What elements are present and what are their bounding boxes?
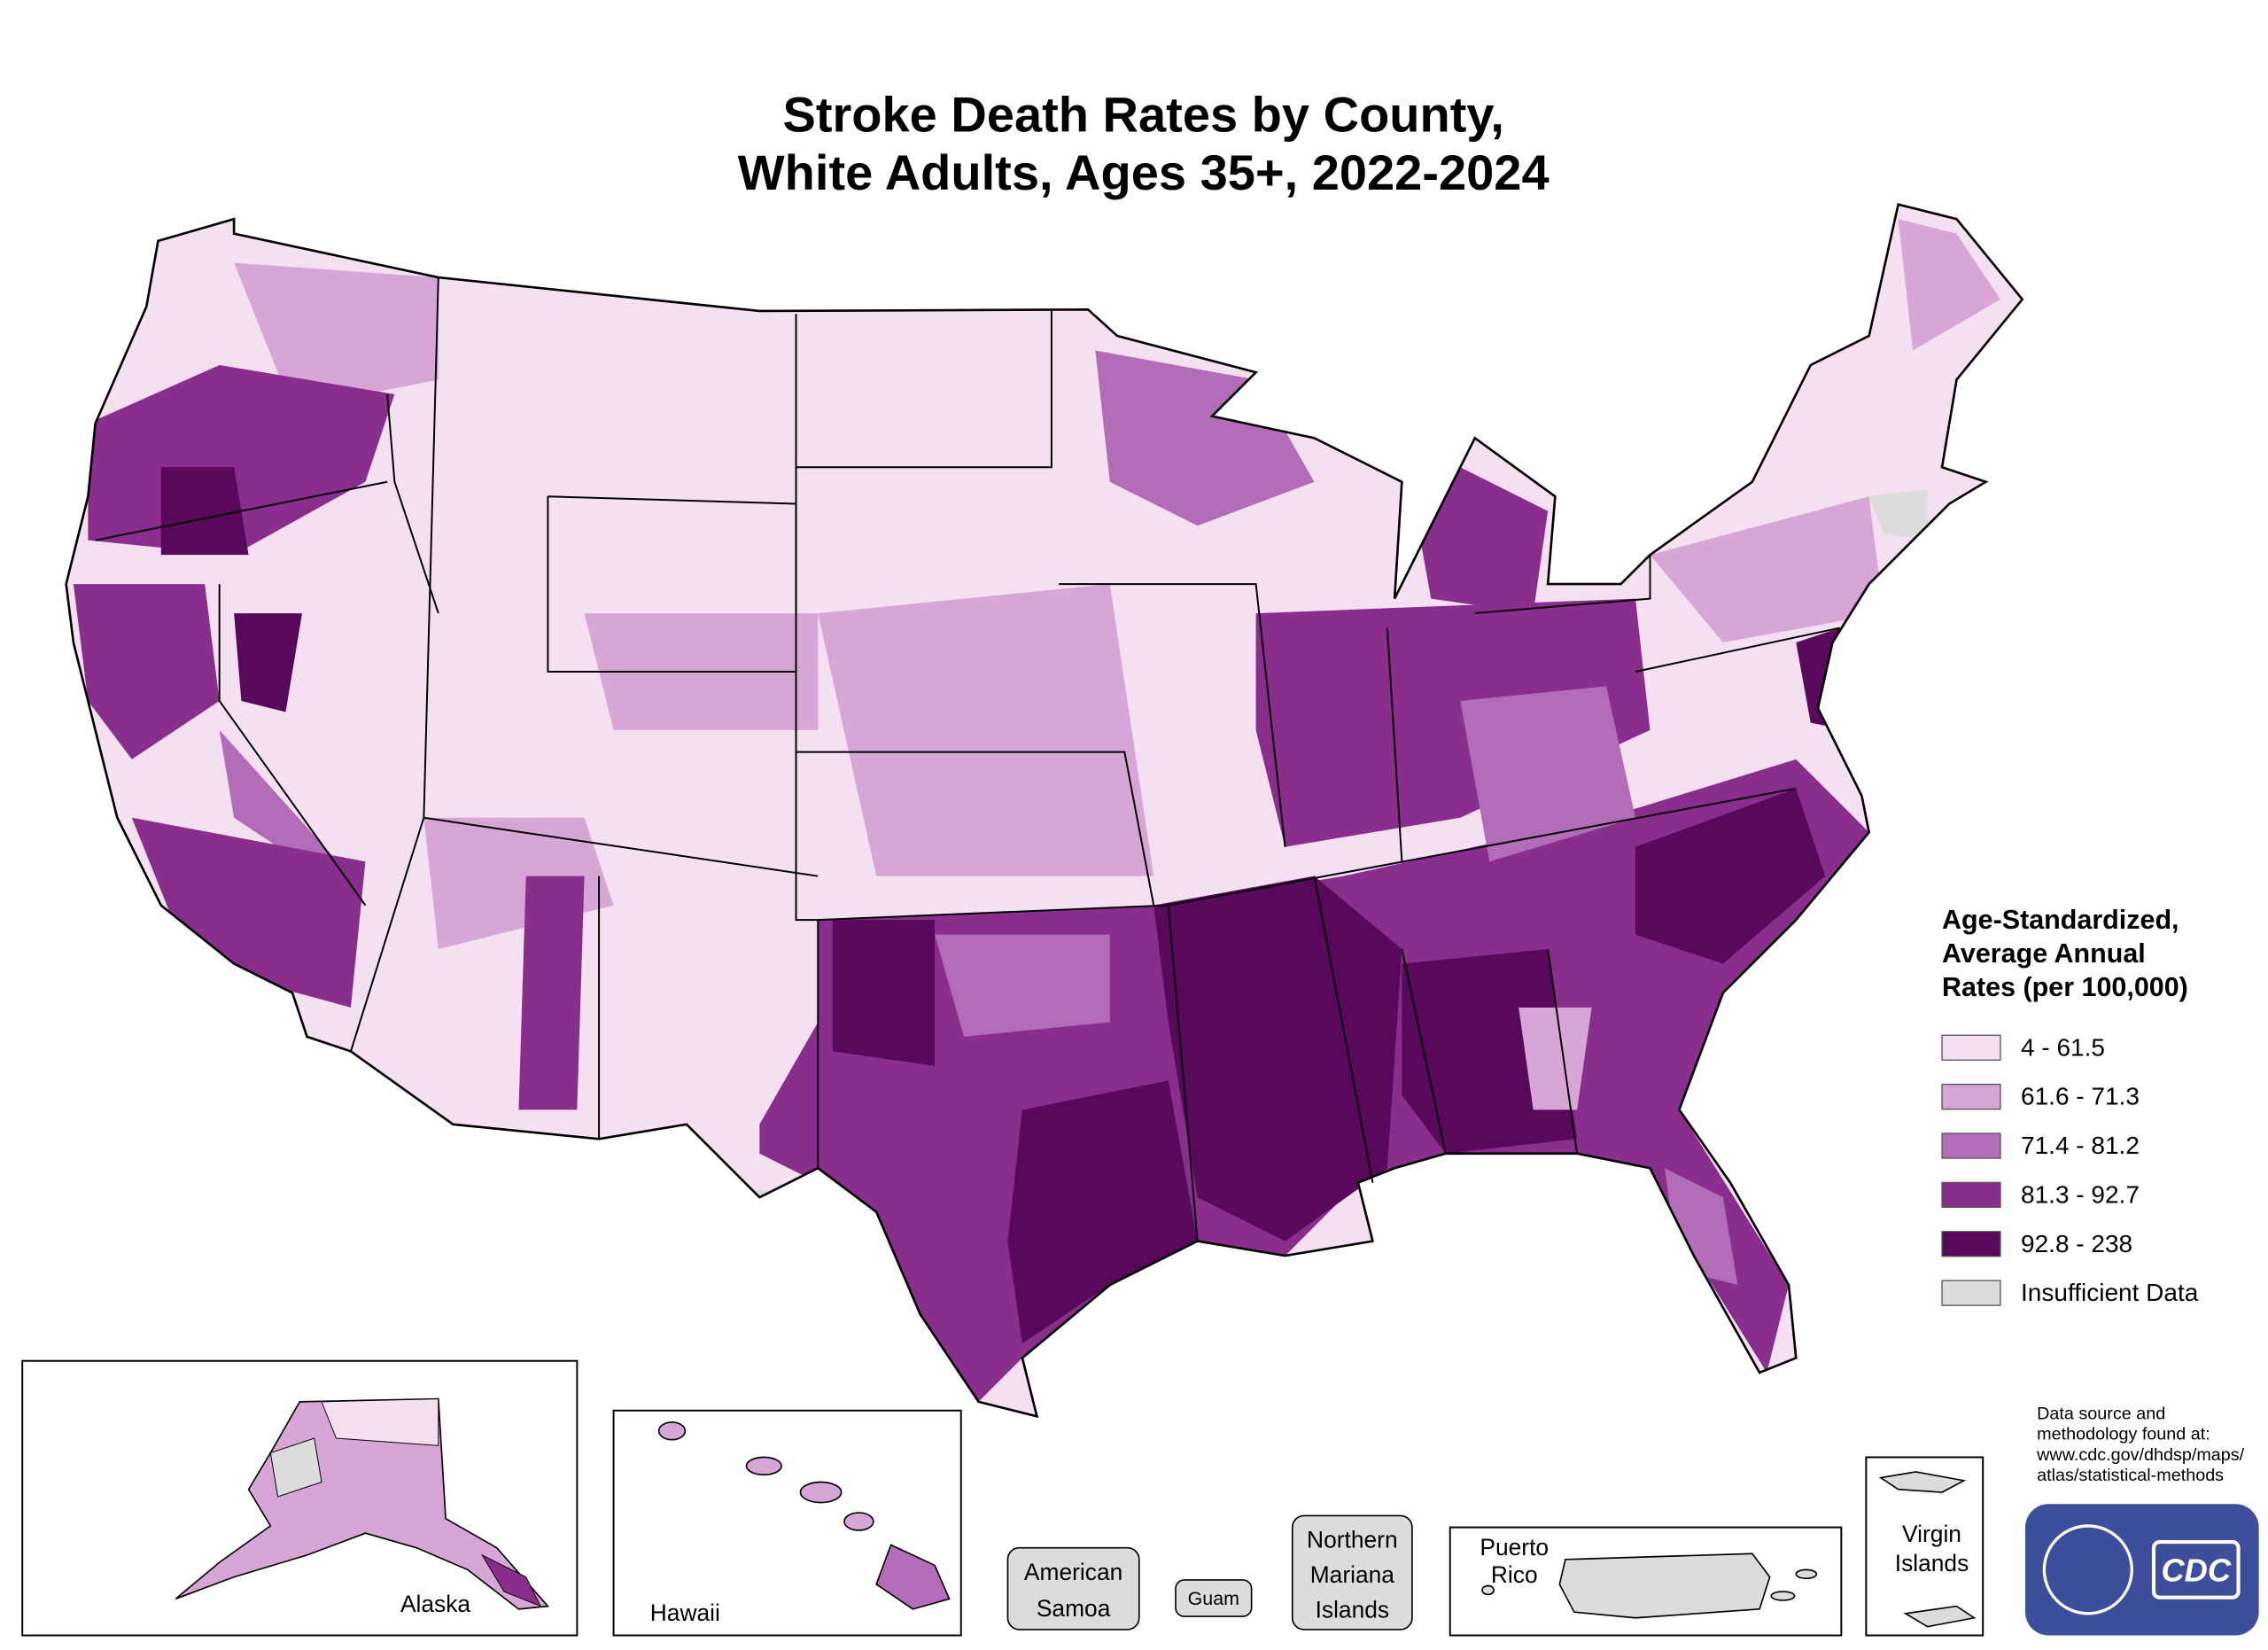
legend-swatch	[1941, 1181, 2001, 1209]
state-line	[795, 314, 819, 1169]
region	[234, 613, 307, 716]
state-line	[218, 584, 367, 907]
region	[818, 584, 1154, 876]
state-line	[1547, 948, 1579, 1154]
state-line	[423, 816, 819, 877]
legend-label: 4 - 61.5	[2021, 1033, 2105, 1061]
inset-label: Guam	[1188, 1588, 1239, 1609]
legend: Age-Standardized, Average Annual Rates (…	[1941, 905, 2199, 1306]
inset-label: Mariana	[1310, 1561, 1395, 1588]
region	[737, 1189, 774, 1241]
inset-label: American	[1024, 1559, 1122, 1585]
state-line	[95, 480, 388, 541]
inset-label: Samoa	[1037, 1595, 1111, 1622]
inset-label: Northern	[1307, 1527, 1398, 1553]
alaska-region	[321, 1398, 439, 1446]
region	[160, 467, 249, 556]
inset-label: Islands	[1316, 1597, 1390, 1623]
state-line	[386, 393, 439, 614]
legend-label: 92.8 - 238	[2021, 1230, 2132, 1257]
legend-title: Rates (per 100,000)	[1942, 972, 2188, 1002]
logo-frame	[2151, 1540, 2241, 1599]
source-note: Data source and methodology found at: ww…	[2036, 1405, 2245, 1485]
legend-swatch	[1941, 1034, 2001, 1061]
state-line	[1474, 555, 1651, 615]
inset-label: Puerto	[1480, 1534, 1549, 1560]
island	[1903, 1605, 1977, 1628]
us-outline	[65, 203, 2024, 1419]
region	[1518, 1007, 1592, 1110]
island	[1878, 1471, 1967, 1493]
state-line	[1313, 876, 1374, 1183]
legend-swatch	[1941, 1083, 2001, 1110]
region	[1255, 598, 1651, 847]
state-line	[1401, 948, 1447, 1154]
alaska-inset: Alaska	[21, 1359, 579, 1637]
legend-label: 71.4 - 81.2	[2021, 1132, 2140, 1159]
region	[1460, 686, 1636, 862]
state-line	[1168, 787, 1797, 907]
inset-label: Alaska	[400, 1591, 470, 1617]
alaska-region	[480, 1553, 542, 1607]
note-line: Data source and	[2037, 1405, 2165, 1424]
territory-box	[1291, 1514, 1413, 1631]
cdc-logo: CDC	[2024, 1504, 2259, 1636]
state-line	[796, 309, 1052, 469]
island	[1481, 1584, 1495, 1596]
region	[277, 584, 439, 876]
region	[832, 920, 936, 1066]
inset-label: Hawaii	[650, 1599, 720, 1626]
region	[1898, 219, 2000, 351]
island	[799, 1481, 843, 1504]
region	[1650, 496, 1884, 643]
island	[745, 1456, 782, 1476]
region	[1635, 788, 1826, 964]
title-line: White Adults, Ages 35+, 2022-2024	[738, 144, 1550, 200]
hawaii-inset: Hawaii	[612, 1409, 962, 1637]
territory-box	[1006, 1546, 1140, 1631]
legend-label: 61.6 - 71.3	[2021, 1083, 2140, 1110]
island	[657, 1421, 687, 1441]
region	[234, 262, 439, 409]
inset-label: Rico	[1491, 1561, 1538, 1588]
logo-seal	[2042, 1524, 2133, 1615]
state-line	[1635, 627, 1840, 673]
region	[1868, 489, 1928, 541]
island	[1795, 1568, 1818, 1580]
island	[875, 1544, 951, 1610]
puerto-rico-shape	[1558, 1553, 1771, 1619]
state-lines	[95, 277, 1840, 1241]
region	[518, 876, 585, 1110]
island	[843, 1512, 874, 1531]
logo-badge	[2024, 1504, 2259, 1636]
legend-swatch	[1941, 1231, 2001, 1257]
region	[1153, 876, 1402, 1241]
note-line: atlas/statistical-methods	[2037, 1466, 2224, 1485]
legend-title: Age-Standardized,	[1942, 905, 2179, 935]
state-line	[796, 751, 1155, 906]
alaska-region	[269, 1437, 322, 1498]
legend-label: 81.3 - 92.7	[2021, 1180, 2140, 1208]
legend-swatch	[1941, 1280, 2001, 1306]
legend-title: Average Annual	[1942, 938, 2146, 969]
region	[935, 934, 1110, 1037]
region	[73, 584, 220, 759]
island	[1770, 1591, 1796, 1601]
legend-label: Insufficient Data	[2021, 1279, 2199, 1306]
territory-box	[1175, 1579, 1253, 1617]
inset-label: Virgin	[1902, 1521, 1961, 1547]
inset-label: Islands	[1895, 1550, 1969, 1576]
region	[1007, 1080, 1198, 1343]
state-line	[1059, 583, 1286, 847]
note-line: www.cdc.gov/dhdsp/maps/	[2036, 1445, 2245, 1465]
logo-text: CDC	[2161, 1553, 2231, 1589]
territories: American Samoa Guam Northern Mariana Isl…	[1006, 1456, 1984, 1637]
state-line	[1386, 627, 1403, 862]
note-line: methodology found at:	[2037, 1425, 2210, 1444]
legend-swatch	[1941, 1132, 2001, 1159]
title-line: Stroke Death Rates by County,	[782, 86, 1503, 142]
alaska-shape	[175, 1397, 550, 1610]
